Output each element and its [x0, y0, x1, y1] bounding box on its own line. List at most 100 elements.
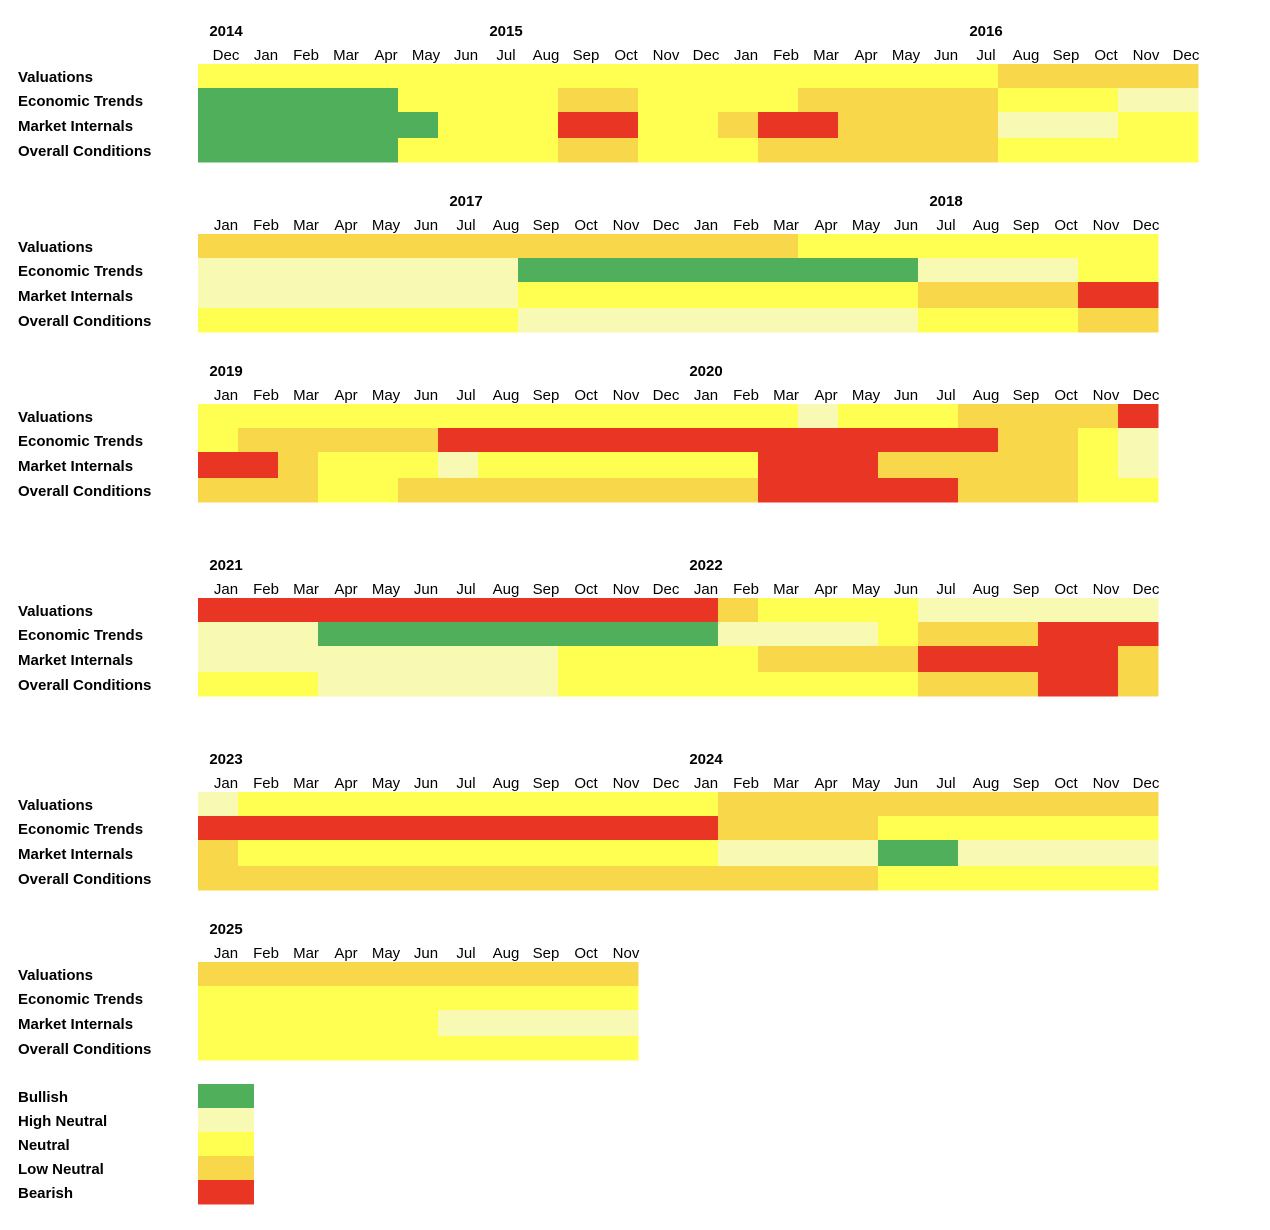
heatmap-cell-economic-trends-bearish: [238, 816, 279, 841]
heatmap-cell-valuations-neutral: [798, 64, 839, 89]
heatmap-cell-overall-conditions-neutral: [438, 1036, 479, 1061]
heatmap-cell-overall-conditions-low-neutral: [198, 866, 239, 891]
heatmap-cell-valuations-neutral: [478, 792, 519, 817]
heatmap-cell-economic-trends-bearish: [478, 816, 519, 841]
heatmap-cell-economic-trends-bullish: [278, 88, 319, 113]
heatmap-cell-overall-conditions-low-neutral: [678, 866, 719, 891]
heatmap-cell-overall-conditions-neutral: [918, 308, 959, 333]
heatmap-cell-valuations-low-neutral: [438, 962, 479, 987]
heatmap-cell-market-internals-neutral: [318, 840, 359, 867]
heatmap-cell-overall-conditions-neutral: [438, 138, 479, 163]
heatmap-cell-valuations-neutral: [758, 404, 799, 429]
heatmap-cell-market-internals-high-neutral: [278, 282, 319, 309]
month-label: Feb: [253, 775, 279, 792]
month-label: Apr: [334, 775, 357, 792]
heatmap-cell-overall-conditions-high-neutral: [718, 308, 759, 333]
month-label: Aug: [493, 217, 520, 234]
heatmap-cell-market-internals-bullish: [918, 840, 959, 867]
heatmap-cell-market-internals-neutral: [678, 452, 719, 479]
month-label: Mar: [293, 581, 319, 598]
heatmap-cell-economic-trends-low-neutral: [318, 428, 359, 453]
month-label: Oct: [574, 775, 598, 792]
legend-label: High Neutral: [18, 1113, 107, 1130]
heatmap-cell-economic-trends-bullish: [638, 258, 679, 283]
heatmap-cell-overall-conditions-low-neutral: [998, 672, 1039, 697]
heatmap-cell-economic-trends-low-neutral: [958, 622, 999, 647]
heatmap-cell-economic-trends-low-neutral: [238, 428, 279, 453]
heatmap-cell-overall-conditions-neutral: [518, 138, 559, 163]
legend-swatch-low-neutral: [198, 1156, 254, 1181]
heatmap-cell-overall-conditions-neutral: [558, 1036, 599, 1061]
heatmap-cell-economic-trends-neutral: [198, 428, 239, 453]
heatmap-cell-overall-conditions-low-neutral: [198, 478, 239, 503]
heatmap-cell-overall-conditions-low-neutral: [278, 866, 319, 891]
heatmap-cell-economic-trends-bearish: [358, 816, 399, 841]
month-label: Oct: [1054, 581, 1078, 598]
month-label: Mar: [773, 387, 799, 404]
heatmap-cell-market-internals-high-neutral: [318, 282, 359, 309]
heatmap-cell-market-internals-neutral: [558, 646, 599, 673]
heatmap-cell-economic-trends-neutral: [398, 88, 439, 113]
heatmap-cell-economic-trends-neutral: [998, 88, 1039, 113]
heatmap-cell-overall-conditions-neutral: [398, 1036, 439, 1061]
heatmap-cell-economic-trends-bearish: [878, 428, 919, 453]
month-label: Mar: [293, 945, 319, 962]
heatmap-cell-valuations-neutral: [358, 404, 399, 429]
month-label: Jun: [934, 47, 958, 64]
year-label: 2015: [489, 23, 522, 40]
heatmap-cell-economic-trends-bearish: [958, 428, 999, 453]
heatmap-cell-market-internals-neutral: [478, 840, 519, 867]
month-label: Jun: [894, 217, 918, 234]
heatmap-cell-market-internals-bearish: [1078, 646, 1119, 673]
heatmap-cell-overall-conditions-low-neutral: [918, 672, 959, 697]
year-label: 2025: [209, 921, 242, 938]
heatmap-panel-0: 2014 2015 2016 Dec Jan Feb Mar Apr May Jun Jul Aug S…: [18, 23, 1200, 163]
heatmap-cell-economic-trends-neutral: [878, 622, 919, 647]
month-label: May: [372, 581, 401, 598]
heatmap-cell-market-internals-high-neutral: [558, 1010, 599, 1037]
heatmap-cell-valuations-high-neutral: [998, 598, 1039, 623]
heatmap-cell-economic-trends-high-neutral: [798, 622, 839, 647]
heatmap-cell-economic-trends-low-neutral: [798, 88, 839, 113]
legend-label: Neutral: [18, 1137, 70, 1154]
heatmap-cell-economic-trends-low-neutral: [958, 88, 999, 113]
month-label: Apr: [814, 775, 837, 792]
month-label: Nov: [1093, 775, 1120, 792]
heatmap-cell-valuations-neutral: [758, 598, 799, 623]
legend-label: Bearish: [18, 1185, 73, 1202]
heatmap-cell-overall-conditions-neutral: [1038, 138, 1079, 163]
heatmap-cell-economic-trends-high-neutral: [358, 258, 399, 283]
heatmap-cell-overall-conditions-low-neutral: [438, 478, 479, 503]
heatmap-cell-valuations-low-neutral: [678, 234, 719, 259]
month-label: Sep: [533, 387, 560, 404]
heatmap-cell-economic-trends-bullish: [318, 622, 359, 647]
month-label: Nov: [613, 217, 640, 234]
heatmap-cell-valuations-bearish: [598, 598, 639, 623]
month-label: Nov: [613, 945, 640, 962]
heatmap-cell-economic-trends-bullish: [198, 88, 239, 113]
heatmap-cell-valuations-low-neutral: [838, 792, 879, 817]
heatmap-cell-valuations-neutral: [278, 404, 319, 429]
month-label: Apr: [334, 387, 357, 404]
heatmap-cell-market-internals-neutral: [758, 282, 799, 309]
heatmap-cell-overall-conditions-low-neutral: [838, 866, 879, 891]
month-label: Apr: [814, 217, 837, 234]
heatmap-cell-market-internals-high-neutral: [358, 646, 399, 673]
heatmap-cell-market-internals-neutral: [1078, 452, 1119, 479]
month-label: May: [372, 945, 401, 962]
heatmap-cell-overall-conditions-neutral: [1078, 866, 1119, 891]
heatmap-cell-economic-trends-neutral: [318, 986, 359, 1011]
month-label: Jan: [214, 217, 238, 234]
heatmap-cell-market-internals-high-neutral: [798, 840, 839, 867]
month-label: Sep: [533, 775, 560, 792]
heatmap-cell-market-internals-neutral: [478, 452, 519, 479]
heatmap-cell-overall-conditions-neutral: [638, 138, 679, 163]
legend-swatch-bearish: [198, 1180, 254, 1205]
heatmap-cell-valuations-low-neutral: [918, 792, 959, 817]
heatmap-cell-valuations-bearish: [478, 598, 519, 623]
heatmap-cell-market-internals-bullish: [278, 112, 319, 139]
heatmap-cell-economic-trends-neutral: [1078, 258, 1119, 283]
heatmap-cell-economic-trends-low-neutral: [878, 88, 919, 113]
heatmap-cell-overall-conditions-neutral: [478, 308, 519, 333]
heatmap-cell-overall-conditions-neutral: [758, 672, 799, 697]
